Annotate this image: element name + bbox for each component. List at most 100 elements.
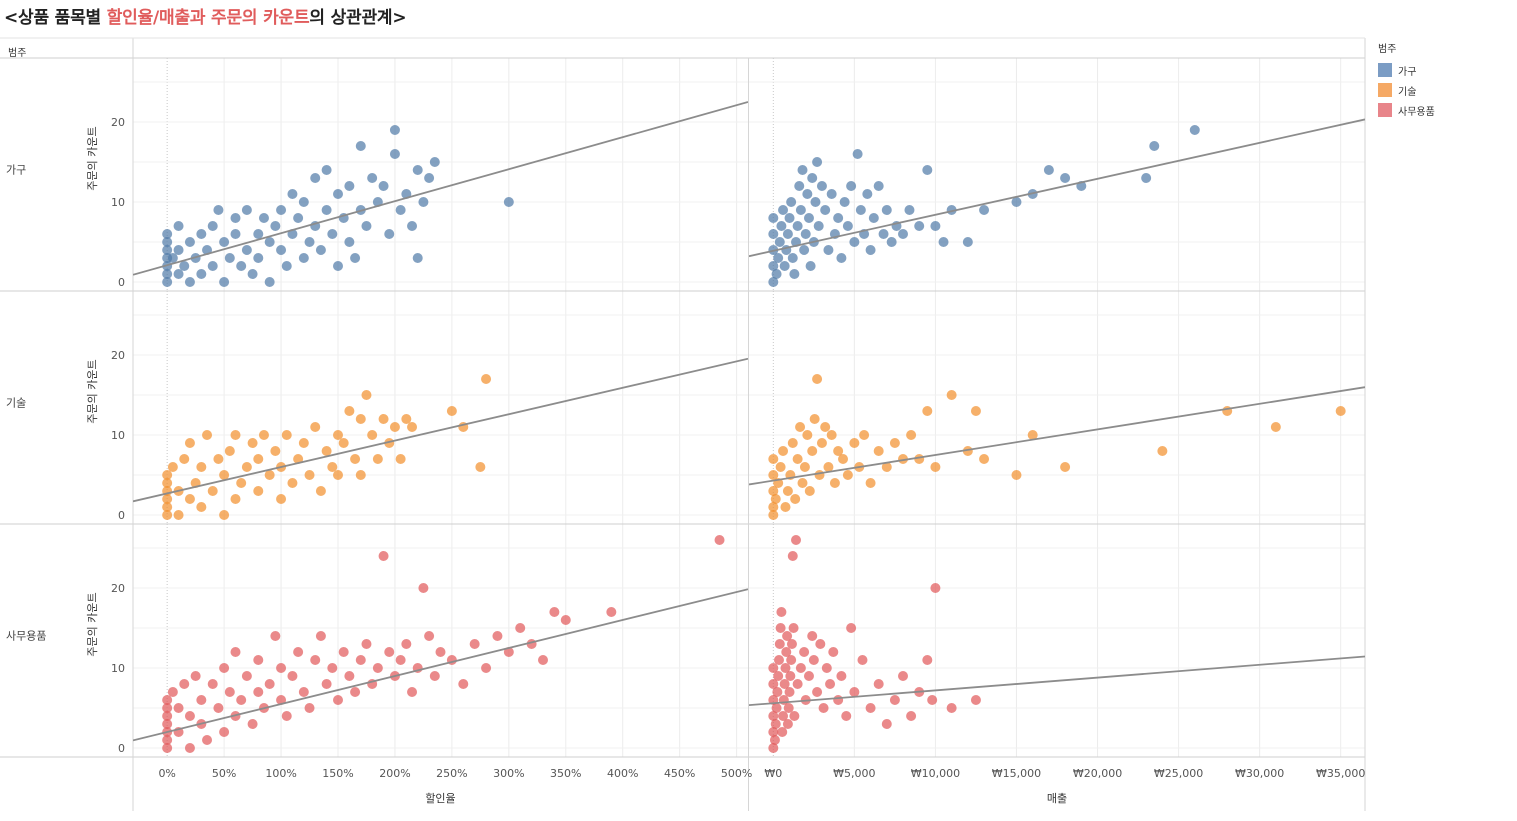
data-point (327, 229, 338, 239)
data-point (264, 277, 275, 287)
data-point (162, 695, 173, 705)
data-point (962, 237, 973, 247)
data-point (503, 197, 514, 207)
data-point (315, 486, 326, 496)
data-point (304, 237, 315, 247)
y-axis-label: 주문의 카운트 (86, 359, 99, 423)
data-point (378, 414, 389, 424)
data-point (812, 157, 823, 167)
data-point (310, 173, 321, 183)
data-point (823, 462, 834, 472)
x-tick-label: ₩20,000 (1073, 767, 1122, 780)
legend-item-office-supplies[interactable]: 사무용품 (1378, 100, 1435, 120)
data-point (162, 237, 173, 247)
data-point (418, 583, 429, 593)
y-tick-label: 10 (111, 662, 125, 675)
data-point (219, 237, 230, 247)
data-point (771, 269, 782, 279)
data-point (881, 462, 892, 472)
data-point (333, 261, 343, 271)
legend-item-technology[interactable]: 기술 (1378, 80, 1435, 100)
title-part-3: 의 상관관계> (309, 8, 407, 28)
data-point (797, 478, 808, 488)
data-point (1060, 462, 1071, 472)
data-point (327, 462, 338, 472)
data-point (355, 141, 366, 151)
data-point (886, 237, 897, 247)
data-point (230, 229, 241, 239)
data-point (922, 655, 933, 665)
data-point (293, 454, 304, 464)
data-point (167, 687, 178, 697)
data-point (906, 430, 917, 440)
data-point (779, 261, 790, 271)
data-point (1011, 197, 1022, 207)
data-point (829, 478, 840, 488)
data-point (162, 494, 173, 504)
data-point (816, 181, 827, 191)
data-point (321, 679, 332, 689)
data-point (213, 703, 224, 713)
x-tick-label: 200% (379, 767, 410, 780)
data-point (162, 510, 173, 520)
data-point (772, 687, 783, 697)
data-point (321, 165, 332, 175)
data-point (315, 631, 326, 641)
data-point (979, 454, 990, 464)
data-point (768, 743, 779, 753)
data-point (276, 245, 287, 255)
data-point (253, 687, 264, 697)
data-point (839, 197, 850, 207)
data-point (970, 695, 981, 705)
x-tick-label: 100% (265, 767, 296, 780)
data-point (162, 711, 173, 721)
data-point (768, 663, 779, 673)
data-point (904, 205, 915, 215)
data-point (783, 703, 794, 713)
data-point (773, 671, 784, 681)
data-point (281, 711, 292, 721)
data-point (842, 470, 853, 480)
data-point (213, 205, 224, 215)
data-point (807, 173, 818, 183)
data-point (802, 430, 813, 440)
data-point (768, 679, 779, 689)
data-point (446, 406, 457, 416)
data-point (852, 149, 863, 159)
data-point (207, 261, 218, 271)
data-point (247, 719, 258, 729)
data-point (224, 253, 235, 263)
data-point (355, 470, 366, 480)
data-point (805, 261, 816, 271)
data-point (1027, 430, 1038, 440)
data-point (230, 647, 241, 657)
data-point (196, 502, 207, 512)
data-point (179, 454, 190, 464)
data-point (344, 237, 355, 247)
color-legend[interactable]: 범주 가구 기술 사무용품 (1378, 40, 1435, 120)
data-point (842, 221, 853, 231)
data-point (946, 703, 957, 713)
data-point (270, 221, 281, 231)
data-point (213, 454, 224, 464)
data-point (230, 430, 241, 440)
row-dimension-header: 범주 (8, 48, 27, 59)
data-point (815, 639, 826, 649)
data-point (298, 253, 309, 263)
data-point (938, 237, 949, 247)
data-point (241, 671, 252, 681)
data-point (776, 221, 787, 231)
data-point (846, 181, 857, 191)
data-point (1270, 422, 1281, 432)
data-point (304, 703, 315, 713)
data-point (350, 253, 361, 263)
data-point (264, 679, 275, 689)
data-point (786, 655, 797, 665)
data-point (868, 213, 879, 223)
data-point (802, 189, 813, 199)
data-point (173, 245, 184, 255)
legend-item-furniture[interactable]: 가구 (1378, 60, 1435, 80)
data-point (930, 462, 941, 472)
data-point (776, 607, 787, 617)
